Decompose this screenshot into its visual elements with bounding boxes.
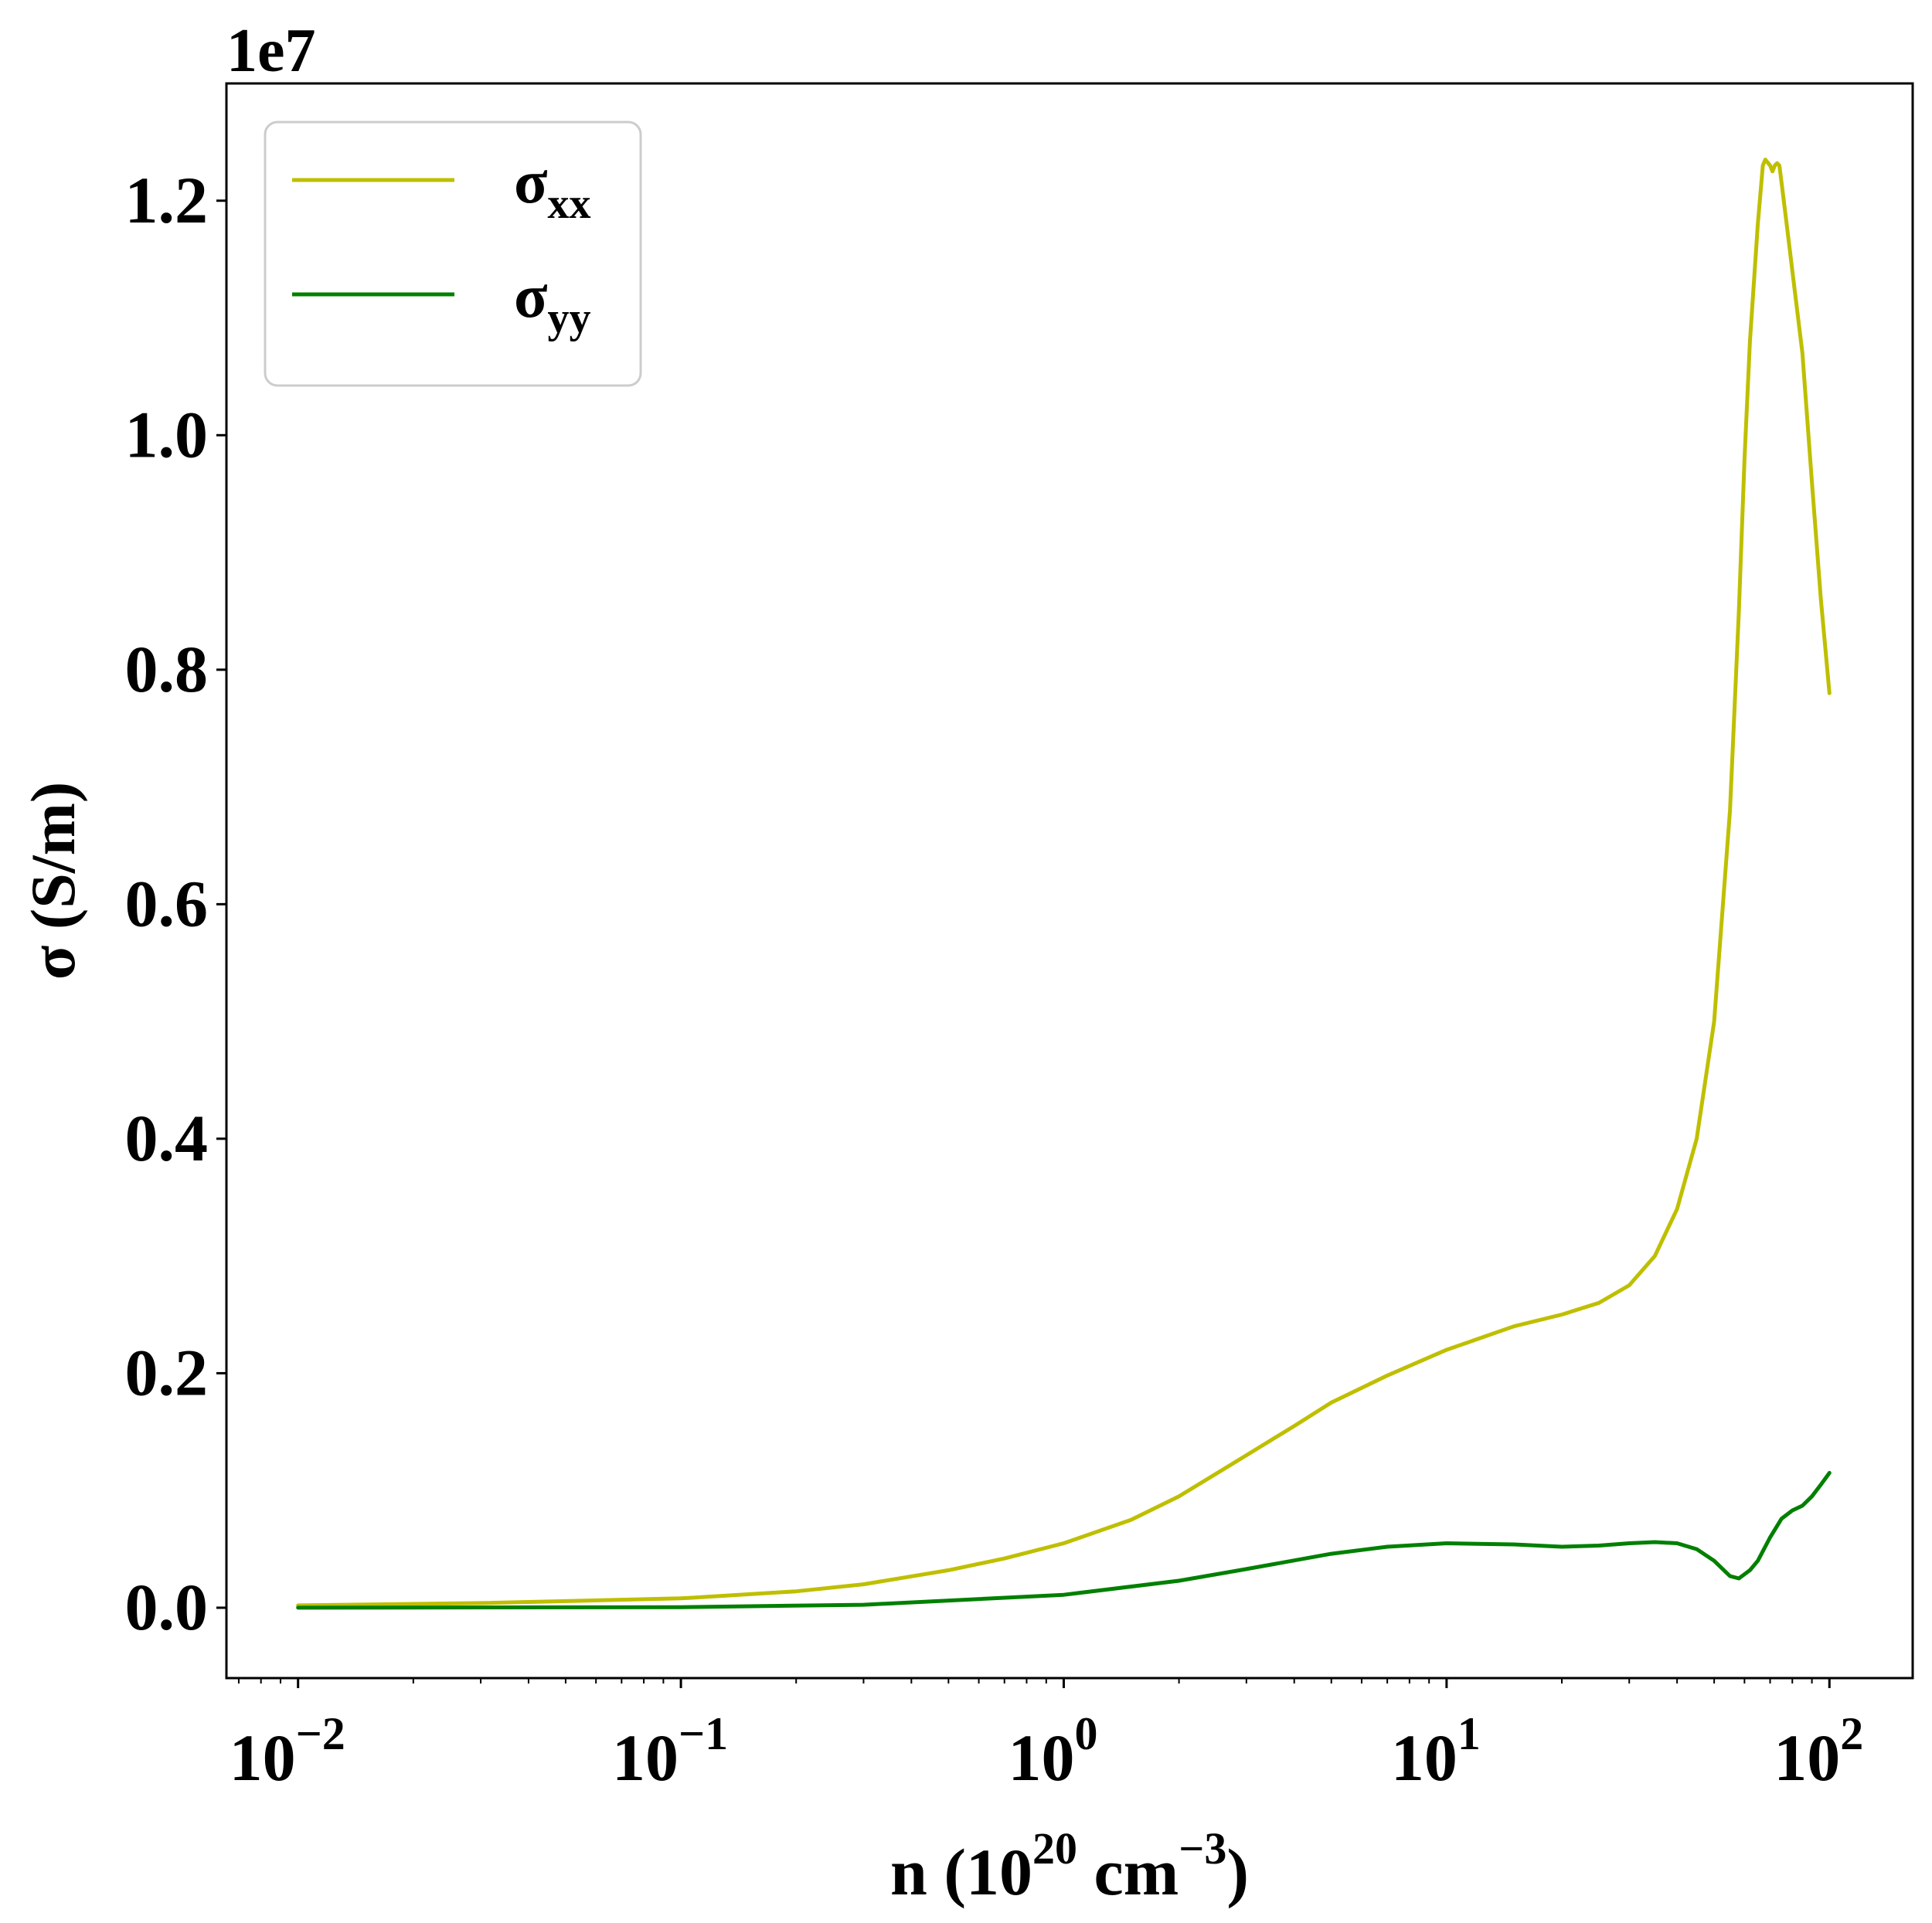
series-line-sigma-yy [296,1470,1832,1610]
offset-label: 1e7 [226,17,316,85]
x-tick-label-1: 10−1 [612,1708,728,1795]
legend-box [264,121,642,387]
y-tick-label-4: 0.8 [125,632,209,706]
y-tick-label-3: 0.6 [125,866,209,940]
x-tick-label-2: 100 [1008,1708,1097,1795]
x-axis-minor-ticks [237,1678,1813,1683]
y-axis-label: σ (S/m) [18,782,88,980]
y-axis-label-group: σ (S/m) [18,782,88,980]
legend-label-sigma-xx-main: σ [514,148,548,216]
legend-label-sigma-yy-sub: yy [548,294,591,342]
y-tick-label-1: 0.2 [125,1335,209,1409]
legend-label-sigma-yy-main: σ [514,263,548,331]
legend-label-sigma-yy: σyy [514,263,591,342]
x-axis-label-sup1: 20 [1032,1823,1077,1874]
x-axis-label: n (1020 cm−3) [890,1823,1249,1909]
y-tick-label-6: 1.2 [125,163,209,237]
x-axis-label-base: n (10 [890,1835,1032,1909]
x-axis-label-end: ) [1226,1835,1249,1909]
legend-label-sigma-xx-sub: xx [548,180,591,228]
x-axis-label-sup2: −3 [1179,1823,1226,1874]
x-tick-label-4: 102 [1774,1708,1863,1795]
y-axis-ticks: 0.0 0.2 0.4 0.6 0.8 1.0 1.2 [125,163,226,1644]
legend-label-sigma-xx: σxx [514,148,591,228]
y-tick-label-2: 0.4 [125,1101,209,1175]
x-axis-ticks: 10−2 10−1 100 101 102 [230,1678,1863,1795]
series-line-sigma-xx [296,158,1832,1608]
y-tick-label-0: 0.0 [125,1570,209,1644]
x-tick-label-0: 10−2 [230,1708,345,1795]
series-lines [296,158,1832,1610]
y-tick-label-5: 1.0 [125,397,209,471]
legend: σxx σyy [264,121,642,387]
x-axis-label-mid: cm [1077,1835,1179,1909]
x-tick-label-3: 101 [1391,1708,1481,1795]
